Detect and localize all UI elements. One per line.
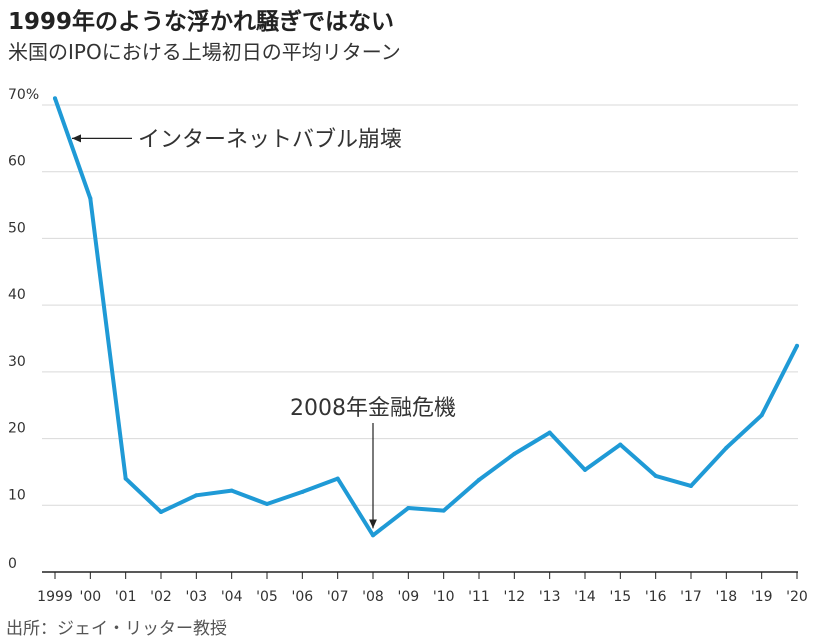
x-tick-label: '03 [185,589,207,605]
data-point [477,477,481,482]
x-tick-label: '17 [680,589,702,605]
chart-title: 1999年のような浮かれ騒ぎではない [8,9,395,35]
series-line-group [53,96,799,538]
y-tick-label: 30 [8,354,26,370]
x-tick-label: '13 [539,589,561,605]
annotation-2008-crisis: 2008年金融危機 [290,396,456,421]
y-tick-label: 20 [8,421,26,437]
data-point [229,488,234,493]
x-tick-label: '07 [327,589,349,605]
data-point [194,493,199,498]
y-axis-ticks: 0 10 20 30 40 50 60 70% [8,87,39,572]
x-tick-label: '05 [256,589,278,605]
data-point [653,473,658,478]
data-point [583,467,587,472]
y-tick-label: 50 [8,220,26,236]
data-point [123,476,128,481]
data-point [512,451,517,456]
gridlines [42,104,798,506]
x-tick-label: '01 [115,589,137,605]
data-point [795,343,799,348]
x-tick-label: '12 [503,589,525,605]
data-point [406,505,411,510]
data-point [300,489,305,494]
x-tick-label: '15 [609,589,631,605]
x-tick-label: '16 [645,589,667,605]
data-point [441,508,446,513]
data-point [618,442,623,447]
data-point [547,430,552,435]
data-point [689,483,693,488]
x-tick-label: '19 [751,589,773,605]
x-tick-label: '18 [715,589,737,605]
y-tick-label: 40 [8,287,26,303]
x-tick-label: '08 [362,589,384,605]
x-tick-label: '04 [221,589,243,605]
data-point [371,533,375,538]
x-tick-label: '02 [150,589,172,605]
x-tick-label: '00 [79,589,101,605]
x-tick-label: 1999 [37,589,73,605]
data-point [759,413,764,418]
x-tick-label: '09 [397,589,419,605]
annotations: インターネットバブル崩壊 2008年金融危機 [72,127,456,529]
data-point [724,445,729,450]
y-tick-label: 70% [8,87,39,103]
data-point [335,476,340,481]
series-line [53,96,799,538]
chart-subtitle: 米国のIPOにおける上場初日の平均リターン [8,40,401,64]
x-tick-label: '14 [574,589,596,605]
x-tick-label: '06 [291,589,313,605]
x-tick-label: '11 [468,589,490,605]
x-tick-label: '10 [433,589,455,605]
y-tick-label: 10 [8,487,26,503]
data-point [88,196,93,201]
data-point [53,96,57,101]
y-tick-label: 60 [8,154,26,170]
data-point [265,501,269,506]
y-tick-label: 0 [8,556,17,572]
annotation-dotcom: インターネットバブル崩壊 [138,127,402,152]
data-point [159,509,163,514]
x-axis: 1999 '00 '01 '02 '03 '04 '05 '06 '07 '08 '09 '10 '11… [37,571,808,605]
source-note: 出所：ジェイ・リッター教授 [6,619,227,639]
x-tick-label: '20 [786,589,808,605]
